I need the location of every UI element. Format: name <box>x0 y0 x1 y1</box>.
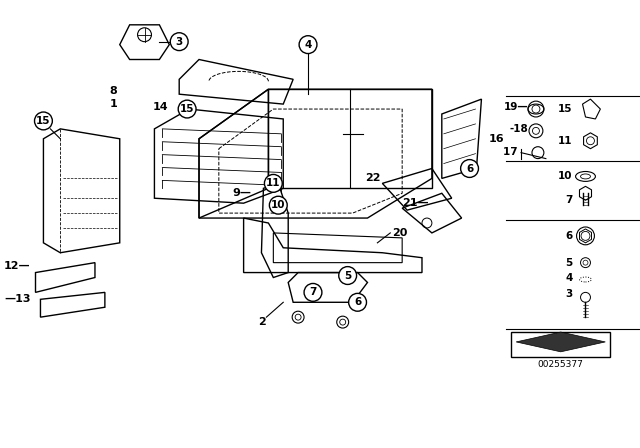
Text: 22: 22 <box>365 173 380 183</box>
Text: 9—: 9— <box>232 188 252 198</box>
Text: 4: 4 <box>565 272 573 283</box>
FancyBboxPatch shape <box>511 332 611 357</box>
Text: 19—: 19— <box>504 102 528 112</box>
Text: 3: 3 <box>175 37 183 47</box>
Text: 10: 10 <box>558 172 573 181</box>
Text: 17: 17 <box>503 146 521 157</box>
Text: 10: 10 <box>271 200 285 210</box>
Text: 12—: 12— <box>4 261 31 271</box>
Text: -18: -18 <box>509 124 528 134</box>
Circle shape <box>461 159 479 177</box>
Text: 11: 11 <box>266 178 280 188</box>
Text: 1: 1 <box>110 99 118 109</box>
Text: 6: 6 <box>466 164 473 173</box>
Text: 20: 20 <box>392 228 408 238</box>
Text: 21—: 21— <box>402 198 429 208</box>
Circle shape <box>264 174 282 192</box>
Circle shape <box>304 284 322 302</box>
Circle shape <box>178 100 196 118</box>
Text: 6: 6 <box>354 297 361 307</box>
Text: 15: 15 <box>180 104 195 114</box>
Circle shape <box>299 36 317 54</box>
Text: 15: 15 <box>558 104 573 114</box>
Text: 00255377: 00255377 <box>538 360 584 369</box>
Circle shape <box>349 293 367 311</box>
Text: 5: 5 <box>565 258 573 267</box>
Text: 4: 4 <box>305 39 312 50</box>
Text: 7: 7 <box>565 195 573 205</box>
Circle shape <box>35 112 52 130</box>
Text: 15: 15 <box>36 116 51 126</box>
Text: 3: 3 <box>565 289 573 299</box>
Circle shape <box>170 33 188 51</box>
Polygon shape <box>516 332 605 352</box>
Text: 14: 14 <box>152 102 168 112</box>
Text: 6: 6 <box>565 231 573 241</box>
Text: —13: —13 <box>4 294 31 304</box>
Text: 8: 8 <box>110 86 118 96</box>
Text: 16: 16 <box>488 134 504 144</box>
Circle shape <box>269 196 287 214</box>
Text: 5: 5 <box>344 271 351 280</box>
Text: 2: 2 <box>259 317 266 327</box>
Text: 11: 11 <box>558 136 573 146</box>
Text: 7: 7 <box>309 287 317 297</box>
Circle shape <box>339 267 356 284</box>
